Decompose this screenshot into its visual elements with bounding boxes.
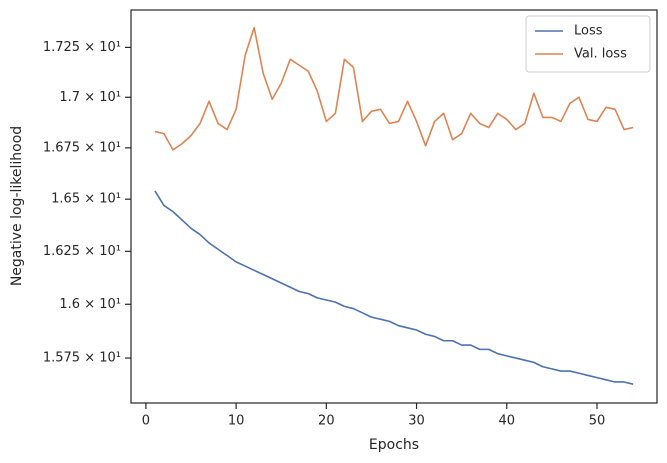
- legend-label: Loss: [574, 24, 603, 39]
- y-tick-label: 1.625 × 10¹: [43, 244, 121, 259]
- plot-frame: [130, 9, 658, 404]
- series-line: [154, 26, 634, 151]
- x-tick-label: 10: [228, 414, 245, 429]
- y-tick-label: 1.675 × 10¹: [43, 140, 121, 155]
- y-axis-label: Negative log-likelihood: [9, 126, 25, 286]
- legend-box: [525, 15, 651, 73]
- y-tick-label: 1.7 × 10¹: [59, 90, 121, 105]
- y-tick-label: 1.575 × 10¹: [43, 351, 121, 366]
- x-tick-label: 50: [589, 414, 606, 429]
- y-tick-label: 1.65 × 10¹: [51, 192, 121, 207]
- series-line: [154, 190, 634, 385]
- x-tick-label: 0: [142, 414, 150, 429]
- y-tick-label: 1.725 × 10¹: [43, 40, 121, 55]
- x-tick-label: 40: [499, 414, 516, 429]
- x-tick-label: 30: [408, 414, 425, 429]
- y-tick-label: 1.6 × 10¹: [59, 297, 121, 312]
- x-axis-label: Epochs: [369, 437, 419, 453]
- legend-label: Val. loss: [574, 47, 627, 62]
- x-tick-label: 20: [318, 414, 335, 429]
